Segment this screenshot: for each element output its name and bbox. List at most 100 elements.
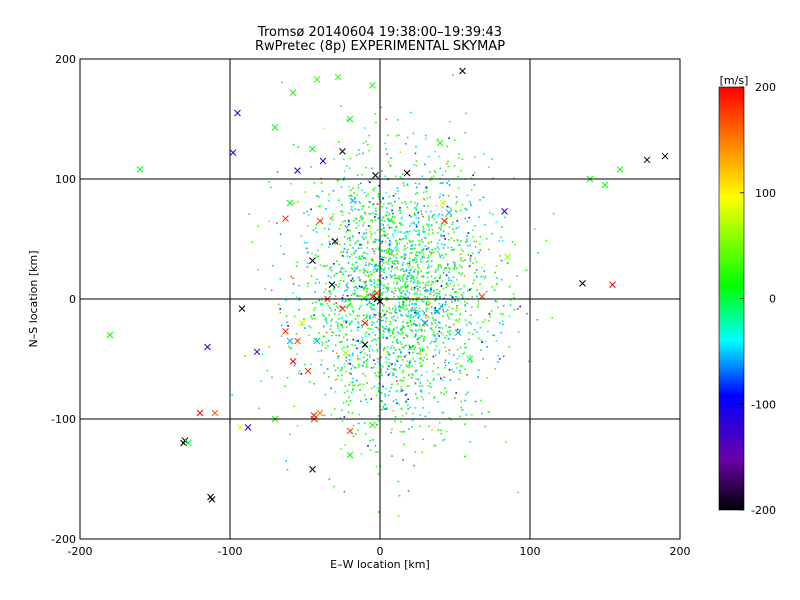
data-point-dot [487, 410, 490, 413]
data-point-dot [502, 355, 505, 358]
data-point-dot [402, 303, 405, 306]
data-point-dot [464, 310, 467, 312]
data-point-dot [304, 191, 307, 193]
data-point-dot [435, 326, 437, 328]
data-point-dot [399, 310, 401, 313]
data-point-dot [374, 316, 376, 318]
data-point-dot [442, 194, 445, 196]
data-point-dot [384, 278, 387, 281]
data-point-dot [449, 333, 451, 336]
data-point-dot [364, 286, 366, 288]
data-point-dot [437, 311, 439, 314]
data-point-dot [371, 349, 374, 351]
data-point-dot [360, 305, 362, 308]
data-point-dot [378, 312, 380, 315]
data-point-dot [285, 299, 288, 302]
data-point-dot [377, 337, 380, 340]
data-point-dot [306, 266, 309, 268]
data-point-dot [393, 229, 396, 232]
data-point-dot [418, 251, 420, 253]
data-point-dot [444, 267, 446, 269]
data-point-dot [400, 239, 403, 241]
data-point-dot [448, 306, 451, 308]
data-point-dot [474, 271, 476, 274]
data-point-dot [357, 358, 359, 361]
data-point-dot [354, 289, 356, 292]
data-point-dot [408, 374, 410, 377]
data-point-dot [417, 282, 419, 285]
data-point-dot [357, 422, 360, 425]
data-point-dot [451, 296, 453, 298]
data-point-dot [417, 316, 420, 318]
data-point-dot [310, 166, 312, 168]
data-point-dot [431, 329, 433, 331]
data-point-dot [442, 303, 444, 306]
data-point-dot [394, 287, 396, 289]
data-point-dot [391, 251, 393, 253]
data-point-dot [419, 286, 421, 288]
data-point-dot [516, 275, 518, 277]
data-point-dot [500, 236, 502, 239]
data-point-dot [405, 237, 408, 240]
data-point-dot [438, 335, 440, 337]
data-point-dot [440, 432, 443, 435]
data-point-x [184, 439, 192, 447]
data-point-dot [330, 217, 332, 220]
data-point-dot [486, 346, 488, 348]
data-point-dot [385, 235, 387, 237]
data-point-dot [388, 312, 391, 314]
data-point-dot [389, 220, 391, 222]
data-point-dot [321, 342, 324, 344]
data-point-dot [460, 409, 463, 412]
data-point-x [441, 217, 448, 225]
data-point-dot [358, 232, 360, 234]
data-point-dot [394, 200, 396, 203]
data-point-dot [423, 256, 426, 259]
data-point-dot [395, 245, 398, 248]
data-point-dot [461, 204, 464, 206]
data-point-dot [426, 346, 429, 348]
data-point-dot [517, 331, 520, 333]
data-point-dot [422, 398, 425, 401]
data-point-dot [370, 307, 372, 309]
data-point-dot [444, 238, 446, 240]
data-point-dot [345, 306, 348, 309]
data-point-dot [480, 349, 482, 351]
data-point-dot [306, 242, 308, 244]
data-point-dot [355, 256, 358, 259]
data-point-dot [428, 392, 430, 394]
data-point-dot [404, 294, 407, 296]
data-point-dot [380, 255, 382, 258]
data-point-dot [406, 278, 408, 280]
data-point-dot [449, 326, 452, 328]
data-point-x [349, 197, 357, 204]
data-point-dot [400, 287, 402, 289]
data-point-dot [430, 386, 432, 388]
data-point-dot [422, 438, 425, 441]
data-point-dot [360, 247, 363, 249]
data-point-dot [453, 268, 455, 270]
data-point-dot [393, 260, 395, 262]
data-point-dot [417, 274, 419, 277]
data-point-dot [434, 322, 437, 324]
data-point-dot [355, 227, 358, 229]
data-point-dot [413, 286, 416, 289]
data-point-dot [365, 232, 368, 234]
data-point-dot [392, 256, 395, 258]
data-point-dot [322, 325, 325, 328]
data-point-dot [363, 272, 365, 274]
data-point-dot [460, 248, 463, 251]
data-point-dot [376, 357, 379, 360]
data-point-dot [418, 296, 420, 299]
data-point-x [289, 89, 297, 96]
data-point-dot [350, 194, 352, 197]
data-point-dot [374, 241, 377, 244]
data-point-dot [424, 296, 426, 298]
data-point-dot [391, 221, 394, 223]
data-point-dot [328, 241, 330, 243]
data-point-dot [440, 224, 443, 226]
data-point-dot [354, 217, 357, 220]
data-point-dot [371, 367, 373, 369]
data-point-dot [387, 251, 389, 253]
data-point-x [643, 156, 651, 164]
